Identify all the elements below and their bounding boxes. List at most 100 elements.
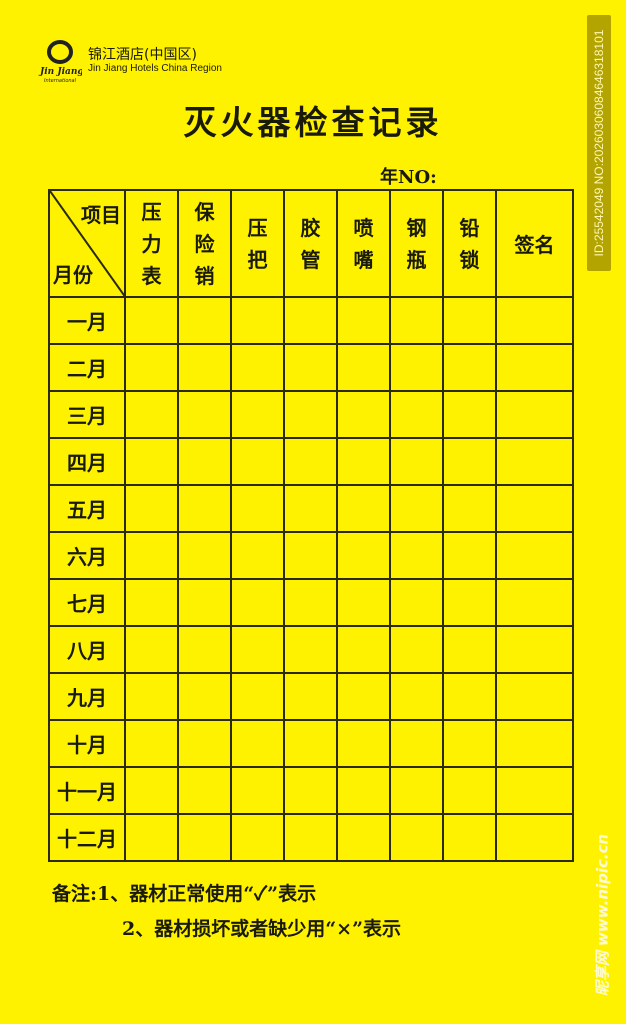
check-cell[interactable]: [177, 578, 232, 627]
check-cell[interactable]: [124, 390, 179, 439]
check-cell[interactable]: [177, 296, 232, 345]
month-row: 六月: [48, 531, 574, 580]
check-cell[interactable]: [336, 484, 391, 533]
check-cell[interactable]: [124, 578, 179, 627]
check-cell[interactable]: [336, 437, 391, 486]
check-cell[interactable]: [124, 531, 179, 580]
check-cell[interactable]: [495, 296, 574, 345]
check-cell[interactable]: [230, 296, 285, 345]
check-cell[interactable]: [124, 625, 179, 674]
check-cell[interactable]: [230, 672, 285, 721]
check-cell[interactable]: [336, 766, 391, 815]
check-cell[interactable]: [336, 672, 391, 721]
check-cell[interactable]: [177, 719, 232, 768]
check-cell[interactable]: [389, 531, 444, 580]
check-cell[interactable]: [495, 625, 574, 674]
check-cell[interactable]: [442, 672, 497, 721]
check-cell[interactable]: [495, 766, 574, 815]
check-cell[interactable]: [230, 625, 285, 674]
check-cell[interactable]: [336, 296, 391, 345]
check-cell[interactable]: [389, 484, 444, 533]
check-cell[interactable]: [336, 531, 391, 580]
check-cell[interactable]: [389, 578, 444, 627]
check-cell[interactable]: [230, 343, 285, 392]
year-no-label: 年NO:: [380, 167, 437, 188]
check-cell[interactable]: [124, 813, 179, 862]
check-cell[interactable]: [283, 390, 338, 439]
check-cell[interactable]: [124, 484, 179, 533]
check-cell[interactable]: [283, 625, 338, 674]
check-cell[interactable]: [389, 813, 444, 862]
check-cell[interactable]: [442, 296, 497, 345]
check-cell[interactable]: [442, 484, 497, 533]
check-cell[interactable]: [495, 484, 574, 533]
check-cell[interactable]: [389, 625, 444, 674]
check-cell[interactable]: [230, 390, 285, 439]
check-cell[interactable]: [283, 578, 338, 627]
check-cell[interactable]: [177, 625, 232, 674]
check-cell[interactable]: [283, 484, 338, 533]
check-cell[interactable]: [230, 813, 285, 862]
check-cell[interactable]: [177, 766, 232, 815]
check-cell[interactable]: [124, 296, 179, 345]
check-cell[interactable]: [336, 625, 391, 674]
check-cell[interactable]: [336, 813, 391, 862]
check-cell[interactable]: [177, 813, 232, 862]
check-cell[interactable]: [442, 813, 497, 862]
check-cell[interactable]: [495, 343, 574, 392]
check-cell[interactable]: [177, 484, 232, 533]
check-cell[interactable]: [442, 390, 497, 439]
check-cell[interactable]: [495, 813, 574, 862]
check-cell[interactable]: [495, 437, 574, 486]
check-cell[interactable]: [495, 531, 574, 580]
check-cell[interactable]: [442, 437, 497, 486]
check-cell[interactable]: [336, 343, 391, 392]
check-cell[interactable]: [230, 766, 285, 815]
check-cell[interactable]: [442, 343, 497, 392]
check-cell[interactable]: [442, 578, 497, 627]
check-cell[interactable]: [124, 672, 179, 721]
check-cell[interactable]: [495, 672, 574, 721]
check-cell[interactable]: [283, 672, 338, 721]
check-cell[interactable]: [389, 766, 444, 815]
check-cell[interactable]: [389, 343, 444, 392]
check-cell[interactable]: [283, 813, 338, 862]
check-cell[interactable]: [177, 531, 232, 580]
check-cell[interactable]: [230, 578, 285, 627]
check-cell[interactable]: [124, 719, 179, 768]
check-cell[interactable]: [177, 390, 232, 439]
check-cell[interactable]: [389, 437, 444, 486]
check-cell[interactable]: [442, 625, 497, 674]
check-cell[interactable]: [283, 766, 338, 815]
check-cell[interactable]: [283, 437, 338, 486]
check-cell[interactable]: [389, 719, 444, 768]
check-cell[interactable]: [442, 531, 497, 580]
check-cell[interactable]: [230, 531, 285, 580]
check-cell[interactable]: [230, 484, 285, 533]
check-cell[interactable]: [336, 578, 391, 627]
check-cell[interactable]: [283, 719, 338, 768]
check-cell[interactable]: [283, 296, 338, 345]
check-cell[interactable]: [336, 390, 391, 439]
check-cell[interactable]: [177, 672, 232, 721]
check-cell[interactable]: [495, 390, 574, 439]
check-cell[interactable]: [442, 766, 497, 815]
check-cell[interactable]: [442, 719, 497, 768]
check-cell[interactable]: [124, 437, 179, 486]
check-cell[interactable]: [389, 296, 444, 345]
check-cell[interactable]: [389, 390, 444, 439]
check-cell[interactable]: [124, 766, 179, 815]
check-cell[interactable]: [230, 437, 285, 486]
check-cell[interactable]: [177, 437, 232, 486]
month-row: 二月: [48, 343, 574, 392]
check-cell[interactable]: [495, 578, 574, 627]
check-cell[interactable]: [336, 719, 391, 768]
check-cell[interactable]: [283, 531, 338, 580]
month-label: 四月: [48, 437, 126, 486]
check-cell[interactable]: [495, 719, 574, 768]
check-cell[interactable]: [283, 343, 338, 392]
check-cell[interactable]: [124, 343, 179, 392]
check-cell[interactable]: [230, 719, 285, 768]
check-cell[interactable]: [177, 343, 232, 392]
check-cell[interactable]: [389, 672, 444, 721]
